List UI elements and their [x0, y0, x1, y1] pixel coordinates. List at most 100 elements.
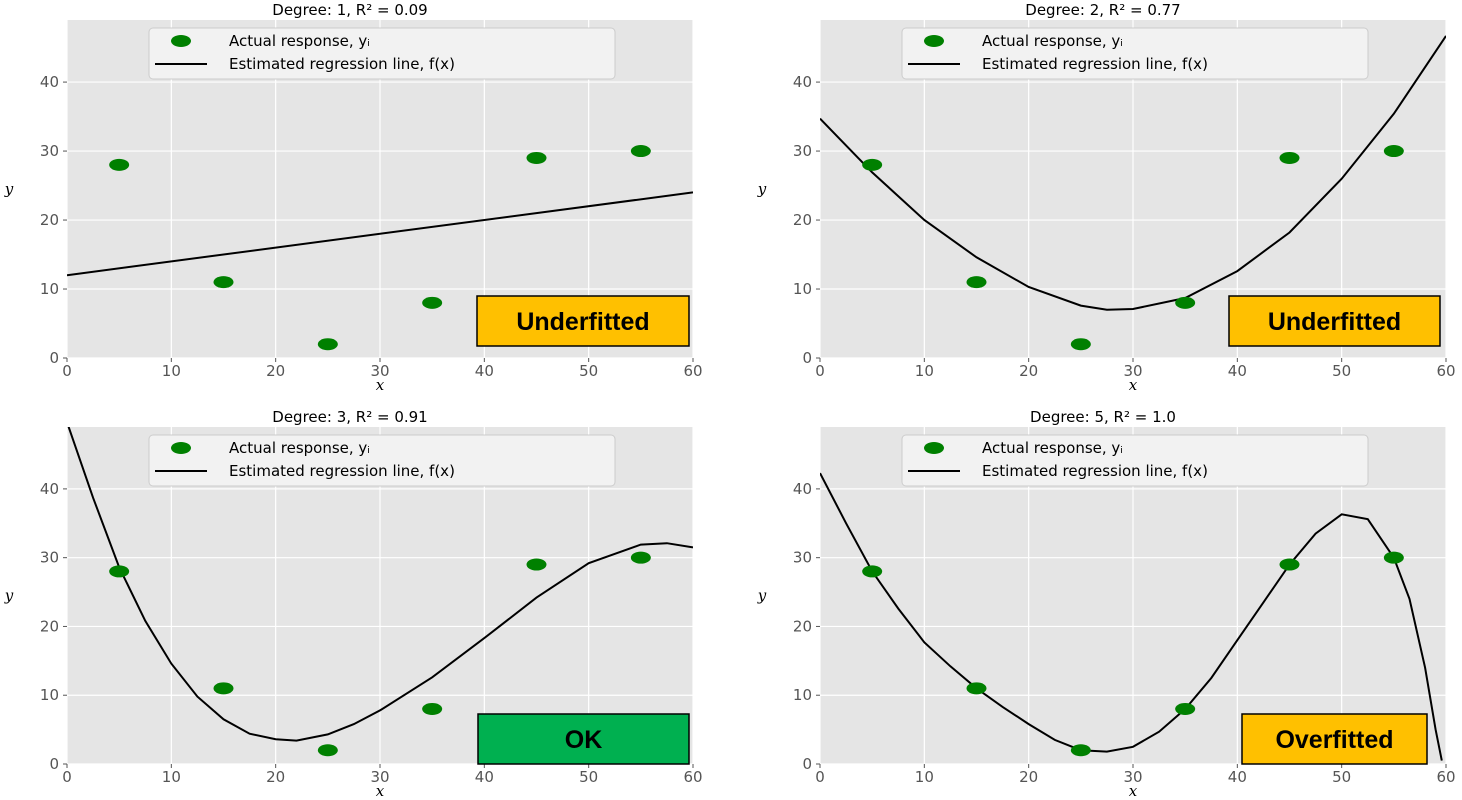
regression-line — [67, 191, 693, 277]
legend-marker-scatter — [171, 35, 191, 47]
data-point — [1070, 744, 1091, 757]
y-tick-label: 30 — [40, 549, 59, 567]
y-tick-label: 40 — [793, 73, 812, 91]
x-tick-label: 30 — [1123, 362, 1142, 380]
x-tick-label: 60 — [1436, 768, 1455, 786]
x-tick-label: 60 — [683, 768, 702, 786]
legend: Actual response, yᵢ Estimated regression … — [901, 434, 1369, 487]
data-point — [1383, 145, 1404, 158]
x-tick-label: 40 — [1228, 362, 1247, 380]
y-tick-label: 0 — [49, 349, 59, 367]
y-axis-label: y — [757, 180, 767, 198]
y-tick-label: 20 — [793, 211, 812, 229]
data-point — [862, 158, 883, 171]
legend-label: Actual response, yᵢ — [982, 32, 1123, 50]
data-point — [630, 551, 651, 564]
x-tick-label: 30 — [1123, 768, 1142, 786]
y-tick-label: 30 — [793, 549, 812, 567]
x-tick-label: 50 — [1332, 768, 1351, 786]
plot-content — [820, 35, 1446, 351]
y-tick-label: 10 — [40, 280, 59, 298]
data-point — [526, 558, 547, 571]
legend: Actual response, yᵢ Estimated regression … — [901, 27, 1369, 80]
chart-title: Degree: 2, R² = 0.77 — [1025, 1, 1180, 19]
fit-badge-label: OK — [565, 726, 603, 754]
legend-label: Actual response, yᵢ — [982, 439, 1123, 457]
y-tick-label: 10 — [793, 686, 812, 704]
subplot-3: 0 10 20 30 40 50 60 0 10 20 30 40 Degree: 3, R² = 0.… — [4, 408, 703, 800]
x-tick-label: 0 — [815, 768, 825, 786]
data-point — [109, 565, 130, 578]
legend-marker-scatter — [924, 442, 944, 454]
regression-line — [67, 427, 693, 742]
x-tick-label: 20 — [266, 362, 285, 380]
y-tick-label: 0 — [49, 755, 59, 773]
fit-badge-label: Overfitted — [1275, 726, 1393, 754]
data-point — [109, 158, 130, 171]
subplot-2: 0 10 20 30 40 50 60 0 10 20 30 40 Degree: 2, R² = 0.… — [757, 1, 1456, 394]
x-tick-label: 0 — [62, 768, 72, 786]
x-tick-label: 40 — [475, 768, 494, 786]
data-point — [966, 682, 987, 695]
fit-badge-box — [1228, 295, 1441, 347]
chart-title: Degree: 3, R² = 0.91 — [272, 408, 427, 426]
x-tick-label: 10 — [915, 768, 934, 786]
x-tick-label: 0 — [815, 362, 825, 380]
y-tick-label: 10 — [793, 280, 812, 298]
data-point — [966, 276, 987, 289]
legend-box — [901, 27, 1369, 80]
data-point — [862, 565, 883, 578]
plot-content — [67, 427, 693, 757]
data-point — [1383, 551, 1404, 564]
subplot-4: 0 10 20 30 40 50 60 0 10 20 30 40 Degree: 5, R² = 1.… — [757, 408, 1456, 800]
regression-line — [820, 35, 1446, 311]
data-point — [1279, 558, 1300, 571]
data-point — [317, 744, 338, 757]
data-point — [1175, 702, 1196, 715]
y-tick-label: 40 — [793, 480, 812, 498]
y-tick-label: 20 — [793, 617, 812, 635]
y-axis-label: y — [757, 587, 767, 605]
fit-badge: Underfitted — [476, 295, 690, 347]
legend-marker-scatter — [171, 442, 191, 454]
y-tick-label: 10 — [40, 686, 59, 704]
x-tick-label: 60 — [1436, 362, 1455, 380]
data-point — [630, 145, 651, 158]
legend-box — [148, 27, 616, 80]
x-tick-label: 50 — [579, 362, 598, 380]
x-tick-label: 40 — [1228, 768, 1247, 786]
x-tick-label: 30 — [370, 362, 389, 380]
y-axis-label: y — [4, 180, 14, 198]
regression-line — [820, 472, 1443, 761]
x-axis-label: x — [376, 376, 385, 394]
x-tick-label: 20 — [1019, 768, 1038, 786]
x-tick-label: 10 — [162, 768, 181, 786]
plot-content — [820, 472, 1443, 761]
x-tick-label: 20 — [1019, 362, 1038, 380]
fit-badge-label: Underfitted — [1268, 308, 1401, 336]
data-point — [213, 276, 234, 289]
x-tick-label: 20 — [266, 768, 285, 786]
x-tick-label: 30 — [370, 768, 389, 786]
legend-label: Estimated regression line, f(x) — [229, 462, 455, 480]
legend-box — [901, 434, 1369, 487]
data-point — [317, 338, 338, 351]
fit-badge: Overfitted — [1241, 713, 1428, 765]
fit-badge-box — [477, 713, 690, 765]
legend-label: Estimated regression line, f(x) — [982, 462, 1208, 480]
chart-title: Degree: 1, R² = 0.09 — [272, 1, 427, 19]
x-tick-label: 40 — [475, 362, 494, 380]
fit-badge: OK — [477, 713, 690, 765]
legend-label: Actual response, yᵢ — [229, 32, 370, 50]
x-tick-label: 10 — [162, 362, 181, 380]
y-tick-label: 20 — [40, 617, 59, 635]
chart-title: Degree: 5, R² = 1.0 — [1030, 408, 1176, 426]
legend: Actual response, yᵢ Estimated regression … — [148, 434, 616, 487]
y-tick-label: 20 — [40, 211, 59, 229]
data-point — [422, 702, 443, 715]
legend-label: Actual response, yᵢ — [229, 439, 370, 457]
subplot-1: 0 10 20 30 40 50 60 0 10 20 30 40 Degree: 1, R² = 0.… — [4, 1, 703, 394]
legend-box — [148, 434, 616, 487]
legend-label: Estimated regression line, f(x) — [982, 55, 1208, 73]
